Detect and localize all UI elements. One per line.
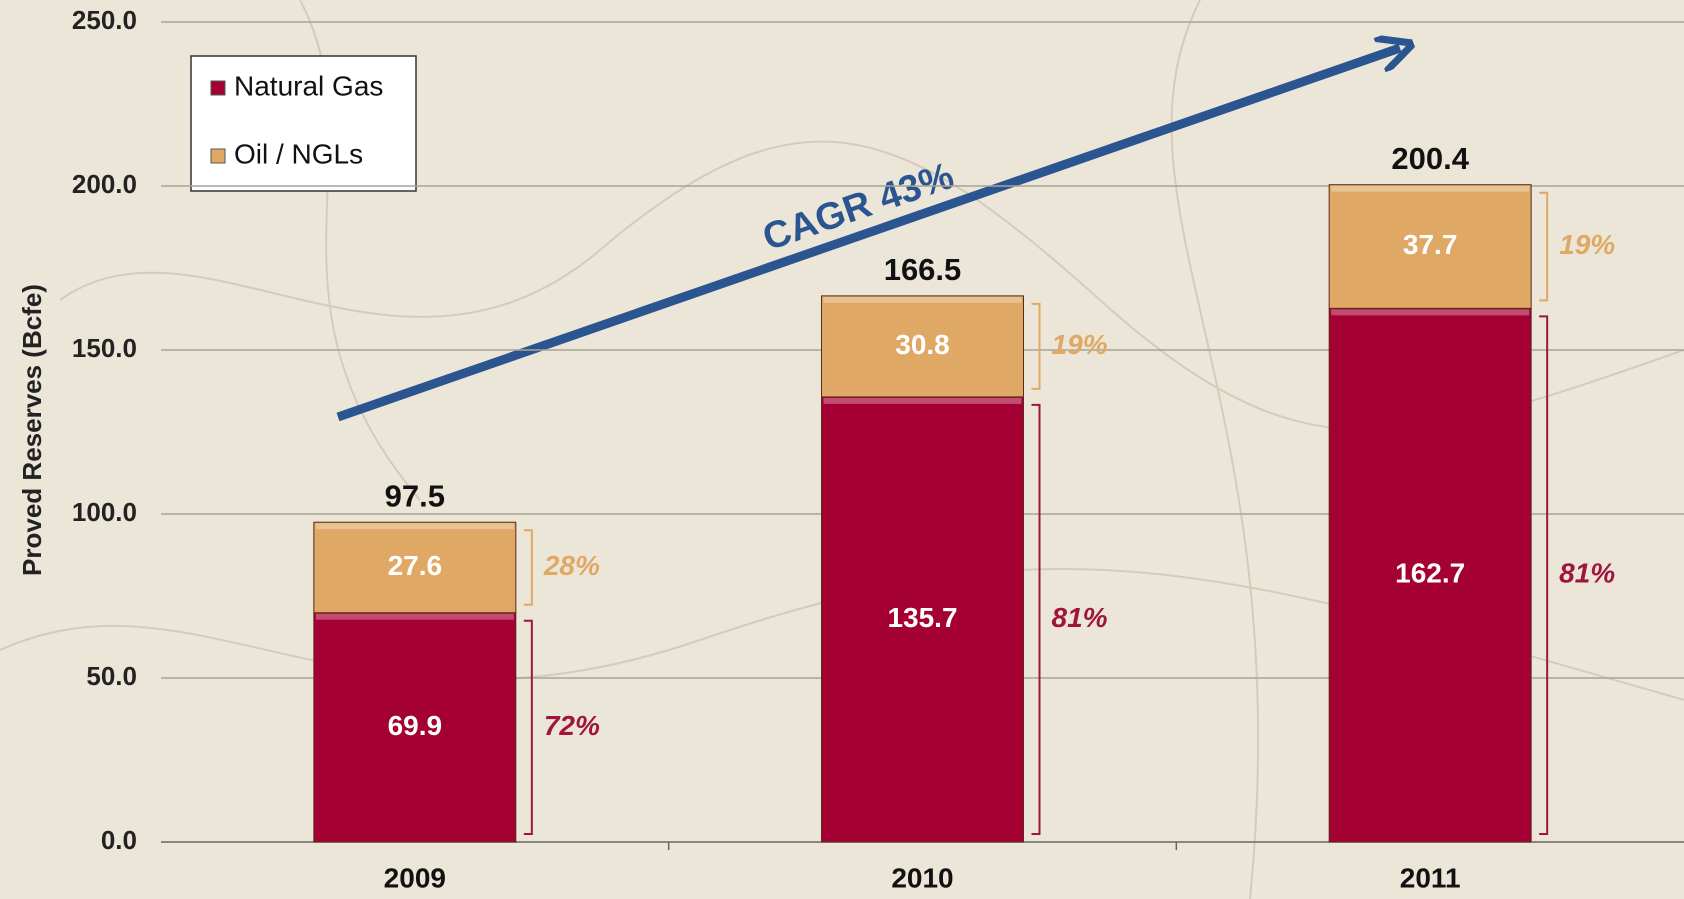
legend-box [190,55,417,192]
y-tick-label: 100.0 [72,497,137,527]
bar-highlight [315,613,514,620]
bar-highlight [1331,309,1530,316]
bracket [1539,315,1549,835]
x-tick-label: 2010 [891,862,953,893]
legend-swatch [210,148,226,164]
legend-label: Natural Gas [234,70,383,101]
x-tick-label: 2009 [384,862,446,893]
bar-segment [1328,184,1532,309]
total-label: 166.5 [884,252,962,287]
bar-highlight [315,523,514,530]
percent-label: 19% [1052,329,1108,360]
value-label: 69.9 [388,710,443,741]
percent-label: 28% [543,550,600,581]
legend-label: Oil / NGLs [234,138,363,169]
value-label: 135.7 [887,602,957,633]
total-label: 97.5 [385,478,445,513]
percent-label: 81% [1559,558,1615,589]
y-tick-label: 200.0 [72,169,137,199]
bar-highlight [823,397,1022,404]
y-tick-label: 50.0 [86,661,137,691]
y-tick-label: 250.0 [72,5,137,35]
bracket [1539,191,1549,302]
percent-label: 72% [544,710,600,741]
percent-label: 81% [1052,602,1108,633]
bracket [523,619,533,835]
legend-swatch [210,80,226,96]
bar-highlight [1331,185,1530,192]
bracket [1031,302,1041,390]
value-label: 37.7 [1403,229,1458,260]
y-axis-label: Proved Reserves (Bcfe) [17,284,47,576]
y-tick-label: 0.0 [101,825,137,855]
value-label: 27.6 [388,550,443,581]
value-label: 162.7 [1395,558,1465,589]
x-tick-label: 2011 [1400,862,1461,893]
bar-segment [821,295,1024,398]
bar-segment [1328,307,1532,843]
percent-label: 19% [1559,229,1615,260]
bar-highlight [823,296,1022,303]
bracket [523,529,533,606]
bracket [1031,403,1041,835]
bar-segment [821,396,1024,843]
total-label: 200.4 [1391,141,1469,176]
value-label: 30.8 [895,329,950,360]
bar-segment [313,521,517,614]
trend-arrow [336,48,1400,422]
y-tick-label: 150.0 [72,333,137,363]
